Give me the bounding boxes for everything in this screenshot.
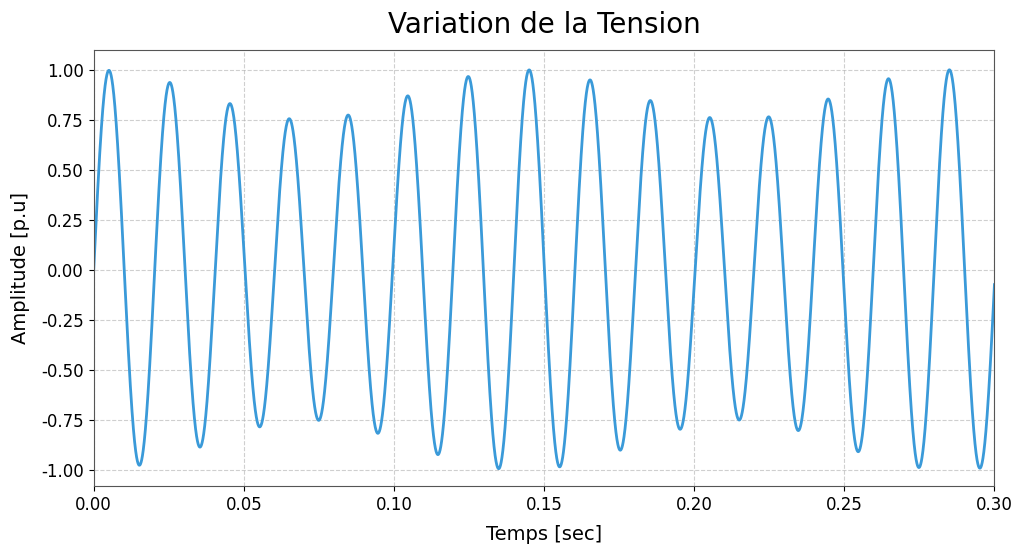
Title: Variation de la Tension: Variation de la Tension — [388, 11, 700, 39]
X-axis label: Temps [sec]: Temps [sec] — [486, 525, 602, 544]
Y-axis label: Amplitude [p.u]: Amplitude [p.u] — [11, 192, 30, 344]
